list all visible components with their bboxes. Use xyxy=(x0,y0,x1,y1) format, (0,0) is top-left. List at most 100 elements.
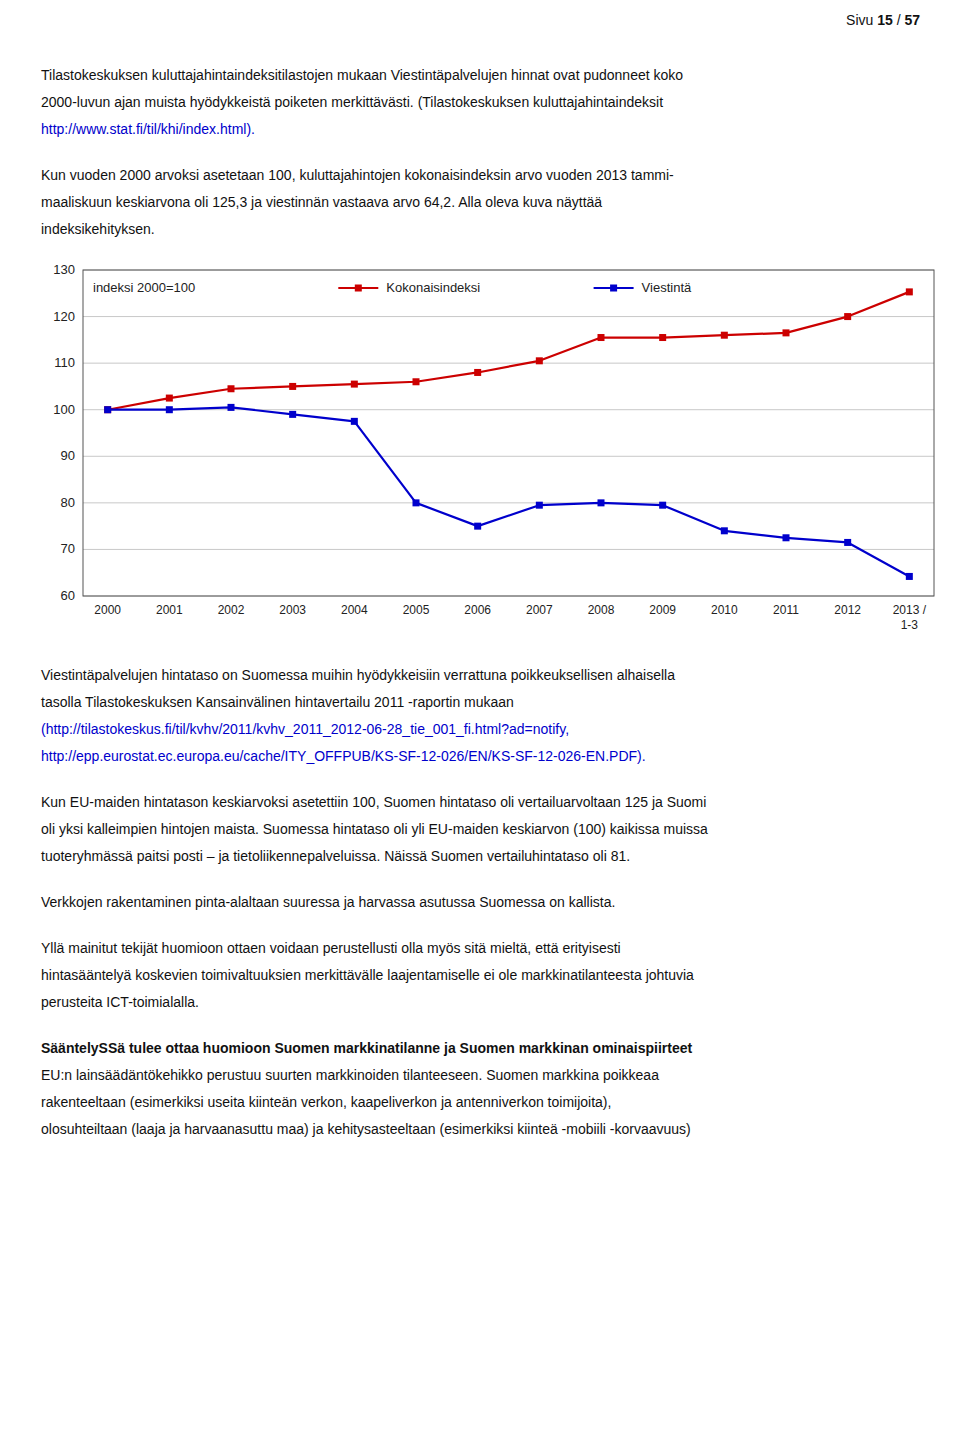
paragraph: Yllä mainitut tekijät huomioon ottaen vo… xyxy=(41,935,950,1016)
y-tick-label: 80 xyxy=(61,495,75,510)
x-tick-label: 2003 xyxy=(279,603,306,617)
page-header: Sivu 15 / 57 xyxy=(846,12,920,28)
x-tick-label: 2012 xyxy=(834,603,861,617)
x-tick-label: 2009 xyxy=(649,603,676,617)
x-tick-label-line: 2010 xyxy=(711,603,738,617)
x-tick-label: 2010 xyxy=(711,603,738,617)
data-point xyxy=(536,357,543,364)
y-tick-label: 90 xyxy=(61,448,75,463)
x-tick-label-line: 2012 xyxy=(834,603,861,617)
page-number: 15 xyxy=(877,12,893,28)
y-tick-label: 100 xyxy=(53,402,75,417)
data-point xyxy=(351,381,358,388)
y-tick-label: 70 xyxy=(61,541,75,556)
text-line: EU:n lainsäädäntökehikko perustuu suurte… xyxy=(41,1062,950,1089)
x-tick-label-line: 2002 xyxy=(218,603,245,617)
data-point xyxy=(536,502,543,509)
data-point xyxy=(166,395,173,402)
legend-label: Kokonaisindeksi xyxy=(386,280,480,295)
text-line: indeksikehityksen. xyxy=(41,216,950,243)
text-line: Kun EU-maiden hintatason keskiarvoksi as… xyxy=(41,789,950,816)
series-line xyxy=(108,407,910,576)
y-tick-label: 120 xyxy=(53,309,75,324)
x-tick-label-line: 2005 xyxy=(403,603,430,617)
data-point xyxy=(104,406,111,413)
page-number: Sivu xyxy=(846,12,877,28)
x-tick-label: 2008 xyxy=(588,603,615,617)
x-tick-label: 2011 xyxy=(773,603,799,617)
text-line: Kun vuoden 2000 arvoksi asetetaan 100, k… xyxy=(41,162,950,189)
x-tick-label-line: 2000 xyxy=(94,603,121,617)
data-point xyxy=(351,418,358,425)
text-line: Yllä mainitut tekijät huomioon ottaen vo… xyxy=(41,935,950,962)
grid-line xyxy=(83,409,934,410)
content: Tilastokeskuksen kuluttajahintaindeksiti… xyxy=(41,62,950,1162)
data-point xyxy=(783,329,790,336)
data-point xyxy=(721,332,728,339)
text-line: hintasääntelyä koskevien toimivaltuuksie… xyxy=(41,962,950,989)
x-tick-label-line: 2007 xyxy=(526,603,553,617)
legend: Kokonaisindeksi Viestintä xyxy=(338,280,692,295)
data-point xyxy=(783,534,790,541)
data-point xyxy=(474,523,481,530)
data-point xyxy=(413,499,420,506)
grid-line xyxy=(83,549,934,550)
paragraph: Tilastokeskuksen kuluttajahintaindeksiti… xyxy=(41,62,950,143)
grid-line xyxy=(83,316,934,317)
x-tick-label-line: 2008 xyxy=(588,603,615,617)
page-number: 57 xyxy=(904,12,920,28)
series-line xyxy=(108,292,910,410)
text-line: Verkkojen rakentaminen pinta-alaltaan su… xyxy=(41,889,950,916)
paragraph: Kun EU-maiden hintatason keskiarvoksi as… xyxy=(41,789,950,870)
text-line: perusteita ICT-toimialalla. xyxy=(41,989,950,1016)
paragraph: SääntelySSä tulee ottaa huomioon Suomen … xyxy=(41,1035,950,1143)
x-tick-label: 2005 xyxy=(403,603,430,617)
paragraph: Kun vuoden 2000 arvoksi asetetaan 100, k… xyxy=(41,162,950,243)
y-axis-label: indeksi 2000=100 xyxy=(93,280,195,295)
data-point xyxy=(906,288,913,295)
text-line: oli yksi kalleimpien hintojen maista. Su… xyxy=(41,816,950,843)
text-line: Viestintäpalvelujen hintataso on Suomess… xyxy=(41,662,950,689)
legend-marker xyxy=(355,285,362,292)
link[interactable]: http://www.stat.fi/til/khi/index.html). xyxy=(41,116,950,143)
x-tick-label: 2007 xyxy=(526,603,553,617)
x-tick-label-line: 2011 xyxy=(773,603,799,617)
y-tick-label: 110 xyxy=(54,355,75,370)
x-tick-label-line: 1-3 xyxy=(901,618,919,632)
text-line: rakenteeltaan (esimerkiksi useita kiinte… xyxy=(41,1089,950,1116)
data-point xyxy=(104,406,111,413)
data-point xyxy=(228,385,235,392)
plot-frame xyxy=(83,270,934,596)
x-tick-label: 2002 xyxy=(218,603,245,617)
x-tick-label-line: 2001 xyxy=(156,603,183,617)
plot-marks xyxy=(104,288,913,580)
data-point xyxy=(474,369,481,376)
paragraph: Viestintäpalvelujen hintataso on Suomess… xyxy=(41,662,950,770)
x-tick-label-line: 2003 xyxy=(279,603,306,617)
paragraph: Verkkojen rakentaminen pinta-alaltaan su… xyxy=(41,889,950,916)
x-tick-label: 2013 /1-3 xyxy=(893,603,927,632)
legend-label: Viestintä xyxy=(642,280,692,295)
text-line: tuoteryhmässä paitsi posti – ja tietolii… xyxy=(41,843,950,870)
data-point xyxy=(721,527,728,534)
data-point xyxy=(598,334,605,341)
link[interactable]: (http://tilastokeskus.fi/til/kvhv/2011/k… xyxy=(41,716,950,743)
page: Sivu 15 / 57 Tilastokeskuksen kuluttajah… xyxy=(0,0,960,1441)
heading: SääntelySSä tulee ottaa huomioon Suomen … xyxy=(41,1035,950,1062)
text-line: Tilastokeskuksen kuluttajahintaindeksiti… xyxy=(41,62,950,89)
grid-line xyxy=(83,502,934,503)
link[interactable]: http://epp.eurostat.ec.europa.eu/cache/I… xyxy=(41,743,950,770)
plot-background xyxy=(83,270,934,596)
grid-line xyxy=(83,363,934,364)
x-tick-label-line: 2006 xyxy=(464,603,491,617)
grid-line xyxy=(83,456,934,457)
data-point xyxy=(844,313,851,320)
x-tick-label: 2004 xyxy=(341,603,368,617)
x-tick-label-line: 2009 xyxy=(649,603,676,617)
text-line: 2000-luvun ajan muista hyödykkeistä poik… xyxy=(41,89,950,116)
page-number: / xyxy=(893,12,905,28)
data-point xyxy=(906,573,913,580)
line-chart: 6070809010011012013020002001200220032004… xyxy=(41,262,946,646)
data-point xyxy=(289,411,296,418)
data-point xyxy=(659,502,666,509)
